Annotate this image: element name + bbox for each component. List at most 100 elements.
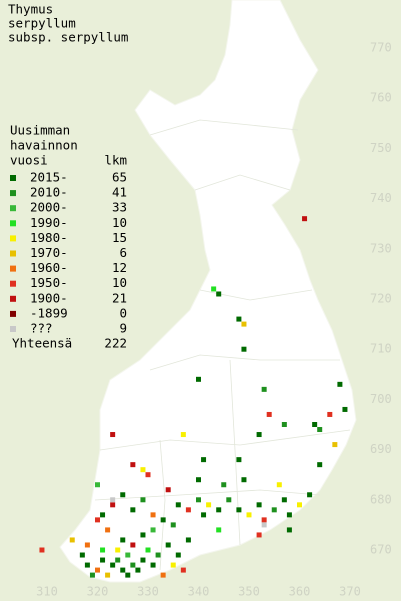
- observation: [241, 321, 247, 327]
- y-tick-label: 740: [370, 191, 392, 205]
- legend-swatch: [10, 310, 16, 317]
- observation: [84, 542, 90, 548]
- legend-label: 1950-: [30, 275, 68, 290]
- observation: [115, 557, 121, 563]
- observation: [165, 542, 171, 548]
- y-tick-label: 760: [370, 91, 392, 105]
- legend-label: 2015-: [30, 170, 68, 185]
- observation: [226, 497, 232, 503]
- legend-label: 1960-: [30, 260, 68, 275]
- observation: [130, 507, 136, 513]
- observation: [201, 457, 207, 463]
- observation: [150, 562, 156, 568]
- legend-count: 33: [112, 200, 127, 215]
- observation: [241, 346, 247, 352]
- observation: [105, 572, 111, 578]
- observation: [120, 567, 126, 573]
- y-tick-label: 710: [370, 342, 392, 356]
- observation: [150, 512, 156, 518]
- observation: [69, 537, 75, 543]
- legend-label: 1980-: [30, 230, 68, 245]
- observation: [145, 472, 151, 478]
- observation: [140, 532, 146, 538]
- legend-swatch: [10, 250, 16, 257]
- observation: [261, 522, 267, 528]
- y-tick-label: 770: [370, 41, 392, 55]
- observation: [246, 512, 252, 518]
- observation: [125, 572, 131, 578]
- observation: [175, 552, 181, 558]
- observation: [236, 457, 242, 463]
- observation: [115, 547, 121, 553]
- x-tick-label: 330: [137, 585, 159, 599]
- observation: [236, 316, 242, 322]
- observation: [196, 477, 201, 483]
- observation: [155, 552, 161, 558]
- legend-label: 2010-: [30, 185, 68, 200]
- y-tick-label: 730: [370, 241, 392, 255]
- observation: [95, 482, 100, 488]
- total-label: Yhteensä: [12, 336, 72, 351]
- observation: [165, 487, 171, 493]
- x-tick-label: 320: [87, 585, 109, 599]
- observation: [261, 517, 267, 523]
- observation: [327, 411, 333, 417]
- y-tick-label: 700: [370, 392, 392, 406]
- observation: [130, 462, 136, 468]
- observation: [160, 572, 166, 578]
- observation: [95, 517, 100, 523]
- y-tick-label: 750: [370, 141, 392, 155]
- observation: [196, 497, 201, 503]
- observation: [170, 562, 176, 568]
- observation: [221, 482, 227, 488]
- observation: [130, 542, 136, 548]
- legend-count: 41: [112, 185, 127, 200]
- observation: [170, 522, 176, 528]
- observation: [342, 406, 348, 412]
- legend-label: -1899: [30, 305, 68, 320]
- observation: [256, 532, 262, 538]
- y-tick-label: 670: [370, 543, 392, 557]
- total-count: 222: [104, 336, 127, 351]
- legend-title: Uusimman: [10, 123, 70, 138]
- legend-label: 1990-: [30, 215, 68, 230]
- observation: [160, 517, 166, 523]
- legend-count: 6: [119, 245, 127, 260]
- legend-title: vuosi: [10, 153, 48, 168]
- observation: [216, 291, 222, 297]
- observation: [185, 507, 191, 513]
- observation: [140, 557, 146, 563]
- observation: [286, 527, 292, 533]
- legend-count: 10: [112, 215, 127, 230]
- x-tick-label: 310: [36, 585, 58, 599]
- observation: [307, 492, 313, 498]
- observation: [84, 562, 90, 568]
- observation: [89, 572, 95, 578]
- y-tick-label: 720: [370, 292, 392, 306]
- observation: [332, 442, 338, 448]
- observation: [135, 567, 141, 573]
- legend-swatch: [10, 326, 16, 332]
- legend-count: 21: [112, 290, 127, 305]
- observation: [271, 507, 277, 513]
- observation: [241, 477, 247, 483]
- observation: [100, 512, 106, 518]
- legend-title: havainnon: [10, 138, 78, 153]
- legend-swatch: [10, 265, 16, 272]
- observation: [145, 547, 151, 553]
- legend-swatch: [10, 295, 16, 302]
- observation: [281, 422, 287, 427]
- observation: [256, 432, 262, 438]
- observation: [140, 497, 146, 503]
- y-tick-label: 690: [370, 442, 392, 456]
- observation: [317, 427, 323, 433]
- legend-count: 0: [119, 305, 127, 320]
- observation: [180, 567, 186, 573]
- observation: [317, 462, 323, 468]
- observation: [236, 507, 242, 513]
- observation: [125, 552, 131, 558]
- observation: [175, 502, 181, 508]
- observation: [196, 376, 201, 382]
- legend-swatch: [10, 220, 16, 227]
